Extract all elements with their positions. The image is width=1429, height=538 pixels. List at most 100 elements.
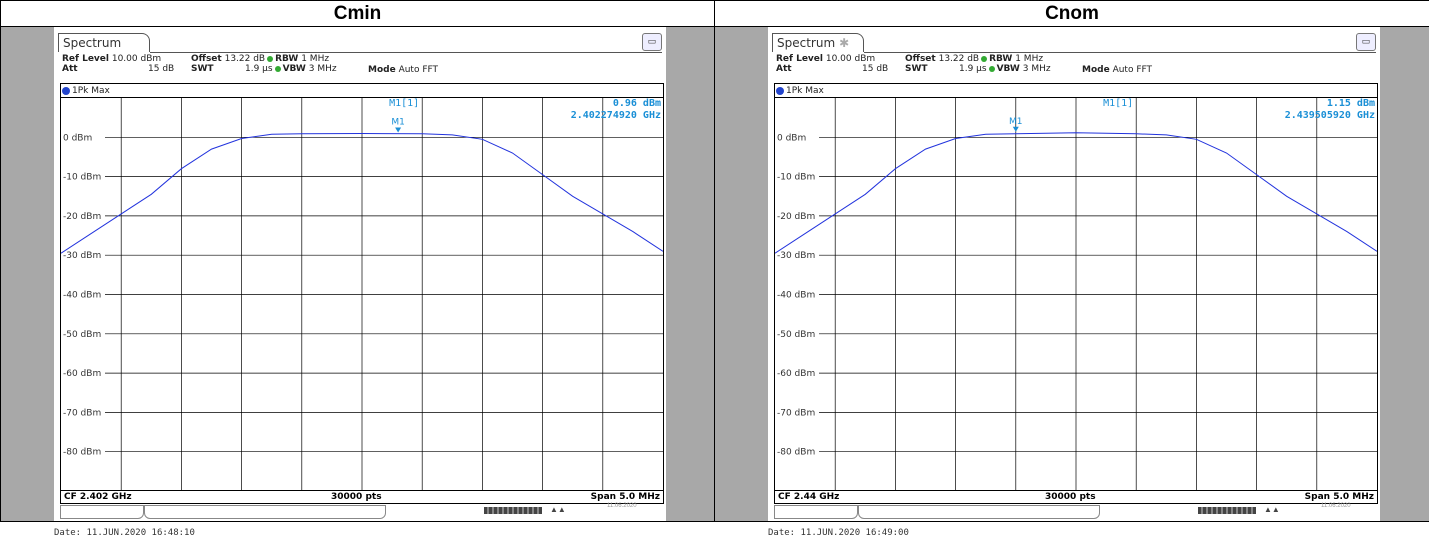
y-tick-label: -70 dBm <box>777 408 815 418</box>
status-dot <box>989 66 995 72</box>
panel-cell-cmin: Spectrum ▭ Ref Level 10.00 dBm Att 15 dB… <box>1 27 715 522</box>
tab-spectrum[interactable]: Spectrum <box>58 33 150 52</box>
status-date: 11.06.2020 <box>607 503 637 509</box>
screenshot-area: Spectrum ▭ Ref Level 10.00 dBm Att 15 dB… <box>1 27 714 521</box>
marker-frequency: 2.402274920 GHz <box>571 110 661 121</box>
status-field[interactable] <box>144 505 386 519</box>
vbw-value: 3 MHz <box>309 64 337 74</box>
marker-frequency: 2.439505920 GHz <box>1285 110 1375 121</box>
spectrum-plot: 0 dBm-10 dBm-20 dBm-30 dBm-40 dBm-50 dBm… <box>61 98 663 491</box>
y-tick-label: -20 dBm <box>63 212 101 222</box>
status-field[interactable] <box>60 505 144 519</box>
y-tick-label: -30 dBm <box>777 251 815 261</box>
marker-triangle[interactable] <box>395 128 401 133</box>
progress-indicator <box>1198 507 1256 514</box>
sweep-points: 30000 pts <box>1045 491 1096 503</box>
y-tick-label: -70 dBm <box>63 408 101 418</box>
trace-label: 1Pk Max <box>72 86 110 96</box>
display-config-icon[interactable]: ▭ <box>642 33 662 51</box>
marker-level: 0.96 dBm <box>613 98 661 109</box>
signal-icon: ▲▲ <box>550 505 566 514</box>
trace-window: 1Pk Max 0 dBm-10 dBm-20 dBm-30 dBm-40 dB… <box>60 83 664 491</box>
span: Span 5.0 MHz <box>591 491 660 503</box>
status-field[interactable] <box>774 505 858 519</box>
rbw-label: RBW <box>989 54 1012 64</box>
ref-level-label: Ref Level <box>776 54 823 64</box>
center-frequency: CF 2.44 GHz <box>778 491 839 503</box>
y-tick-label: -10 dBm <box>777 173 815 183</box>
mode-value: Auto FFT <box>1113 65 1152 75</box>
y-tick-label: -40 dBm <box>777 291 815 301</box>
trace-dot-icon <box>776 87 784 95</box>
att-label: Att <box>776 64 792 74</box>
mode-value: Auto FFT <box>399 65 438 75</box>
offset-label: Offset <box>191 54 222 64</box>
marker-label: M1 <box>391 118 405 128</box>
trace-label: 1Pk Max <box>786 86 824 96</box>
att-value: 15 dB <box>862 64 888 74</box>
y-tick-label: -40 dBm <box>63 291 101 301</box>
swt-value: 1.9 µs <box>245 64 273 74</box>
y-tick-label: -60 dBm <box>777 369 815 379</box>
swt-label: SWT <box>191 64 214 74</box>
status-field[interactable] <box>858 505 1100 519</box>
vbw-label: VBW <box>283 64 306 74</box>
offset-value: 13.22 dB <box>225 54 266 64</box>
tab-divider <box>864 52 1376 53</box>
tab-label: Spectrum <box>63 36 121 50</box>
offset-value: 13.22 dB <box>939 54 980 64</box>
rbw-value: 1 MHz <box>301 54 329 64</box>
ref-level-value: 10.00 dBm <box>826 54 875 64</box>
y-tick-label: -80 dBm <box>777 448 815 458</box>
tab-label: Spectrum <box>777 36 835 50</box>
marker-readout-label: M1[1] <box>389 98 419 109</box>
status-bar: ▲▲ 11.06.2020 <box>774 505 1378 519</box>
marker-label: M1 <box>1009 117 1023 127</box>
status-dot <box>267 56 273 62</box>
tab-divider <box>150 52 662 53</box>
rbw-label: RBW <box>275 54 298 64</box>
plot-footer: CF 2.402 GHz 30000 pts Span 5.0 MHz <box>60 491 664 504</box>
trace-header: 1Pk Max <box>61 84 663 98</box>
header-text: Cmin <box>334 3 382 24</box>
att-label: Att <box>62 64 78 74</box>
rbw-value: 1 MHz <box>1015 54 1043 64</box>
screenshot-area: Spectrum ✱ ▭ Ref Level 10.00 dBm Att 15 d… <box>715 27 1429 521</box>
marker-level: 1.15 dBm <box>1327 98 1375 109</box>
date-stamp: Date: 11.JUN.2020 16:49:00 <box>768 528 909 538</box>
swt-label: SWT <box>905 64 928 74</box>
marker-readout-label: M1[1] <box>1103 98 1133 109</box>
offset-label: Offset <box>905 54 936 64</box>
panel-header-cmin: Cmin <box>1 1 715 27</box>
trace-header: 1Pk Max <box>775 84 1377 98</box>
status-dot <box>981 56 987 62</box>
grid <box>775 98 1377 491</box>
center-frequency: CF 2.402 GHz <box>64 491 132 503</box>
panel-cell-cnom: Spectrum ✱ ▭ Ref Level 10.00 dBm Att 15 d… <box>715 27 1429 522</box>
y-tick-label: -50 dBm <box>777 330 815 340</box>
status-date: 11.06.2020 <box>1321 503 1351 509</box>
status-bar: ▲▲ 11.06.2020 <box>60 505 664 519</box>
spectrum-plot: 0 dBm-10 dBm-20 dBm-30 dBm-40 dBm-50 dBm… <box>775 98 1377 491</box>
grid <box>61 98 663 491</box>
header-text: Cnom <box>1045 3 1099 24</box>
comparison-table: Cmin Cnom Spectrum ▭ Ref Level 10.00 dBm… <box>0 0 1429 522</box>
spectrum-analyzer-screen: Spectrum ▭ Ref Level 10.00 dBm Att 15 dB… <box>54 27 666 521</box>
span: Span 5.0 MHz <box>1305 491 1374 503</box>
spectrum-analyzer-screen: Spectrum ✱ ▭ Ref Level 10.00 dBm Att 15 d… <box>768 27 1380 521</box>
panel-header-cnom: Cnom <box>715 1 1429 27</box>
progress-indicator <box>484 507 542 514</box>
display-config-icon[interactable]: ▭ <box>1356 33 1376 51</box>
mode-label: Mode <box>368 65 396 75</box>
sweep-points: 30000 pts <box>331 491 382 503</box>
status-dot <box>275 66 281 72</box>
date-stamp: Date: 11.JUN.2020 16:48:10 <box>54 528 195 538</box>
y-tick-label: -50 dBm <box>63 330 101 340</box>
y-tick-label: 0 dBm <box>63 133 92 143</box>
star-icon: ✱ <box>839 36 849 50</box>
y-tick-label: -20 dBm <box>777 212 815 222</box>
tab-spectrum[interactable]: Spectrum ✱ <box>772 33 864 52</box>
marker-triangle[interactable] <box>1013 127 1019 132</box>
ref-level-value: 10.00 dBm <box>112 54 161 64</box>
plot-footer: CF 2.44 GHz 30000 pts Span 5.0 MHz <box>774 491 1378 504</box>
